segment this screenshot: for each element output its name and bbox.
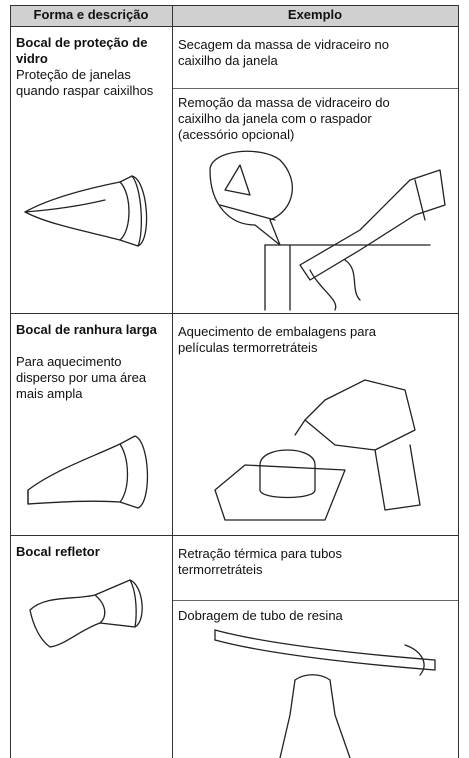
example-text: Aquecimento de embalagens para películas… [178,324,377,355]
example-text: Dobragem de tubo de resina [178,608,343,623]
border [10,5,11,758]
reflector-nozzle-illustration [29,579,143,648]
nozzle-name: Bocal refletor [16,544,100,559]
nozzle-name: Bocal de ranhura larga [16,322,157,337]
example-text: Retração térmica para tubos termorretrát… [178,546,343,577]
border [10,26,459,27]
border [458,5,459,758]
scraper-illustration [209,150,446,311]
example-text: Remoção da massa de vidraceiro do caixil… [178,95,390,142]
example-text: Secagem da massa de vidraceiro no caixil… [178,37,390,68]
header-cell: Forma e descrição [33,7,149,22]
wide-nozzle-illustration [27,435,149,509]
shrink-wrap-illustration [214,379,421,521]
border [172,600,459,601]
border [10,535,459,536]
nozzle-description: Para aquecimento disperso por uma área m… [16,354,147,401]
nozzle-description: Proteção de janelas quando raspar caixil… [16,67,154,98]
header-bg [10,5,459,26]
border [172,5,173,758]
nozzle-name: Bocal de proteção de vidro [16,35,148,66]
header-cell: Exemplo [287,7,343,22]
glass-nozzle-illustration [24,175,148,247]
border [172,88,459,89]
border [10,5,459,6]
tube-bending-illustration [214,629,436,758]
border [10,313,459,314]
